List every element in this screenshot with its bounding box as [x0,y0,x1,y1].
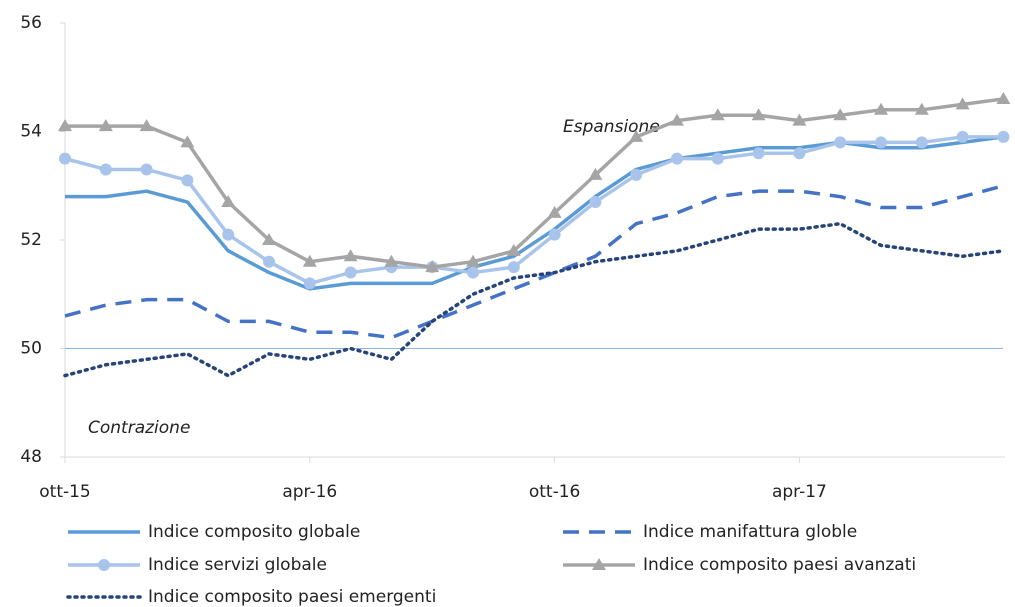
data-point [671,152,683,165]
data-point [875,136,887,149]
data-point [506,243,521,256]
data-point [915,136,928,149]
data-point [914,102,929,115]
x-tick-label: apr-16 [282,482,337,502]
data-point [589,196,602,209]
data-point [996,91,1011,104]
annotation: Contrazione [88,418,190,438]
data-point [58,119,72,132]
data-point [874,102,888,115]
data-point [302,254,317,267]
data-point [221,195,236,208]
data-point [181,174,194,187]
x-tick-label: ott-15 [39,482,91,502]
data-point [956,130,969,143]
x-tick-label: ott-16 [529,482,581,502]
data-point [997,130,1010,143]
data-point [710,108,725,121]
series-line [64,184,1004,340]
data-point [344,266,357,279]
data-point [833,108,848,121]
series-line [65,135,1004,291]
data-point [588,167,603,180]
legend-marker [592,558,606,570]
data-point [467,266,479,279]
data-point [834,136,847,149]
data-point [59,152,71,165]
data-point [629,129,644,142]
data-point [466,254,480,267]
data-point [793,147,806,160]
series-line [64,135,1004,286]
data-point [99,163,112,176]
x-tick-label: apr-17 [772,482,827,502]
y-tick-label: 54 [20,122,42,142]
series-line [63,221,1006,378]
data-point [751,108,766,121]
data-point [792,113,807,126]
data-point [139,119,154,132]
legend-label: Indice servizi globale [148,555,327,575]
data-point [507,261,520,274]
legend-label: Indice composito globale [148,522,360,542]
data-point [670,113,684,126]
data-point [752,147,765,160]
data-point [711,152,724,165]
y-tick-label: 50 [20,339,42,359]
y-tick-label: 52 [20,230,42,250]
data-point [140,163,153,176]
legend-label: Indice composito paesi emergenti [148,587,436,607]
data-point [303,277,316,290]
data-point [343,249,358,262]
data-point [384,254,399,267]
data-point [547,205,562,218]
data-point [425,260,440,273]
data-point [955,97,970,110]
data-point [263,255,275,268]
legend-label: Indice manifattura globle [643,522,857,542]
series-line [65,97,1004,269]
legend-label: Indice composito paesi avanzati [643,555,916,575]
data-point [262,233,276,245]
data-point [222,228,235,241]
data-point [180,135,195,148]
legend-marker [98,559,110,571]
data-point [630,168,643,181]
y-tick-label: 56 [20,13,42,33]
data-point [548,228,561,241]
data-point [98,119,113,132]
y-tick-label: 48 [20,447,42,467]
